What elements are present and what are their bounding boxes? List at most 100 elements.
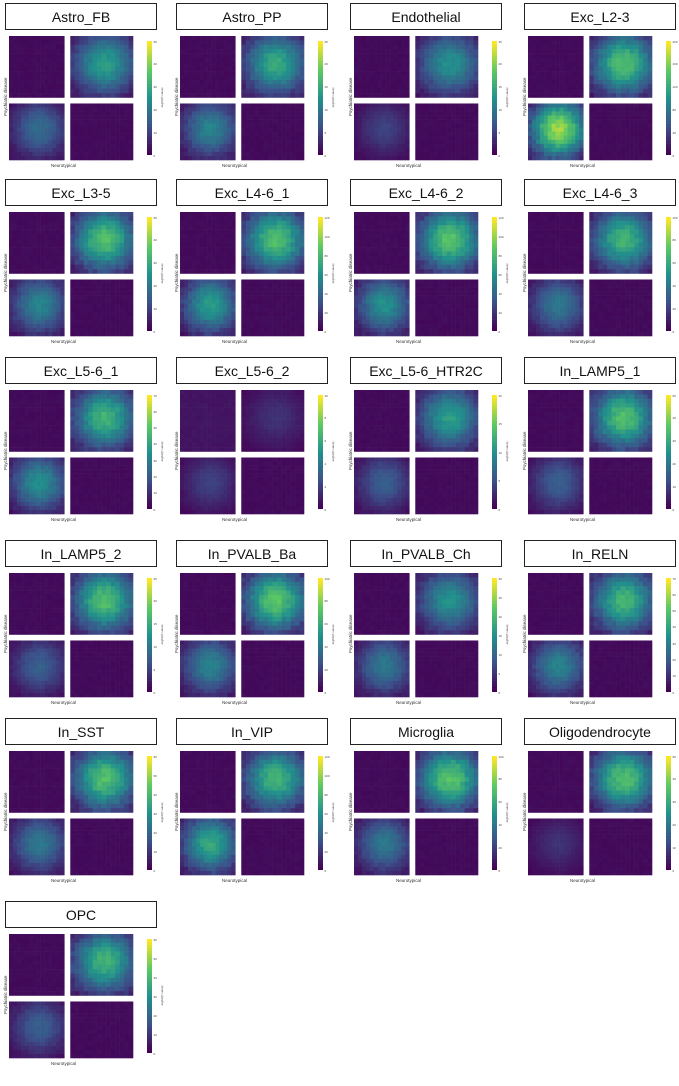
- heatmap-cell: [88, 62, 93, 68]
- heatmap-cell: [219, 315, 224, 321]
- heatmap-cell: [277, 135, 282, 141]
- heatmap-cell: [195, 147, 201, 153]
- heatmap-panel: Exc_L4-6_1 Psychiatric disease Neurotypica…: [174, 179, 336, 351]
- heatmap-cell: [290, 287, 296, 292]
- heatmap-cell: [455, 147, 461, 153]
- heatmap-cell: [88, 242, 93, 248]
- heatmap-cell: [299, 212, 305, 217]
- heatmap-cell: [365, 44, 371, 50]
- heatmap-cell: [119, 264, 125, 270]
- heatmap-cell: [259, 299, 264, 305]
- heatmap-cell: [567, 79, 572, 85]
- heatmap-cell: [598, 103, 604, 108]
- heatmap-cell: [268, 260, 273, 265]
- heatmap-cell: [446, 71, 452, 76]
- heatmap-cell: [9, 242, 14, 248]
- heatmap-cell: [128, 75, 134, 81]
- heatmap-cell: [56, 84, 61, 89]
- heatmap-cell: [12, 242, 18, 248]
- heatmap-cell: [361, 49, 367, 54]
- heatmap-cell: [191, 131, 197, 137]
- heatmap-cell: [446, 119, 452, 124]
- heatmap-cell: [219, 131, 224, 137]
- heatmap-cell: [433, 127, 438, 133]
- heatmap-cell: [389, 57, 394, 63]
- heatmap-cell: [365, 147, 371, 153]
- heatmap-cell: [79, 283, 85, 288]
- colorbar-segment: [147, 308, 152, 312]
- heatmap-cell: [24, 229, 30, 235]
- heatmap-cell: [191, 283, 197, 288]
- heatmap-cell: [625, 57, 630, 63]
- heatmap-cell: [56, 135, 61, 141]
- heatmap-cell: [16, 225, 22, 230]
- heatmap-cell: [295, 291, 300, 296]
- heatmap-cell: [92, 311, 98, 317]
- heatmap-cell: [354, 88, 359, 94]
- heatmap-cell: [241, 229, 247, 235]
- heatmap-cell: [464, 119, 470, 124]
- heatmap-cell: [647, 44, 653, 50]
- heatmap-cell: [389, 131, 394, 137]
- heatmap-cell: [446, 40, 452, 46]
- heatmap-cell: [44, 260, 49, 265]
- heatmap-cell: [40, 93, 45, 98]
- heatmap-cell: [106, 311, 111, 317]
- heatmap-cell: [74, 151, 80, 157]
- heatmap-cell: [187, 307, 193, 313]
- heatmap-cell: [254, 233, 260, 239]
- heatmap-cell: [286, 255, 291, 261]
- heatmap-cell: [281, 107, 287, 112]
- colorbar-segment: [492, 129, 497, 133]
- heatmap-cell: [207, 220, 212, 226]
- heatmap-cell: [369, 143, 375, 149]
- heatmap-cell: [281, 71, 287, 76]
- heatmap-cell: [227, 287, 232, 292]
- heatmap-cell: [245, 287, 251, 292]
- heatmap-cell: [191, 279, 197, 284]
- heatmap-cell: [602, 40, 608, 46]
- heatmap-cell: [52, 242, 57, 248]
- heatmap-cell: [180, 238, 185, 244]
- heatmap-cell: [28, 135, 33, 141]
- heatmap-cell: [405, 119, 410, 124]
- colorbar-segment: [318, 302, 323, 306]
- heatmap-cell: [92, 279, 98, 284]
- heatmap-cell: [263, 331, 269, 337]
- heatmap-cell: [638, 127, 644, 133]
- heatmap-cell: [620, 123, 626, 129]
- heatmap-cell: [211, 115, 216, 120]
- heatmap-cell: [543, 88, 549, 94]
- heatmap-cell: [473, 123, 479, 129]
- heatmap-cell: [97, 315, 102, 321]
- heatmap-cell: [215, 315, 220, 321]
- heatmap-cell: [74, 44, 80, 50]
- heatmap-cell: [74, 123, 80, 129]
- heatmap-cell: [405, 84, 410, 89]
- heatmap-cell: [419, 75, 425, 81]
- heatmap-cell: [357, 88, 363, 94]
- heatmap-cell: [36, 107, 41, 112]
- heatmap-cell: [385, 127, 390, 133]
- colorbar-segment: [666, 129, 671, 133]
- heatmap-cell: [259, 84, 264, 89]
- heatmap-cell: [241, 107, 247, 112]
- heatmap-cell: [535, 151, 541, 157]
- heatmap-cell: [389, 79, 394, 85]
- heatmap-cell: [245, 123, 251, 129]
- heatmap-cell: [28, 238, 33, 244]
- heatmap-cell: [638, 139, 644, 145]
- colorbar-segment: [318, 126, 323, 130]
- heatmap-cell: [361, 139, 367, 145]
- heatmap-cell: [535, 84, 541, 89]
- heatmap-cell: [9, 220, 14, 226]
- heatmap-cell: [531, 155, 537, 161]
- heatmap-cell: [20, 260, 26, 265]
- heatmap-cell: [97, 225, 102, 230]
- heatmap-cell: [272, 216, 278, 222]
- heatmap-cell: [227, 264, 232, 270]
- heatmap-cell: [215, 131, 220, 137]
- heatmap-cell: [555, 107, 560, 112]
- heatmap-cell: [16, 229, 22, 235]
- heatmap-cell: [290, 220, 296, 226]
